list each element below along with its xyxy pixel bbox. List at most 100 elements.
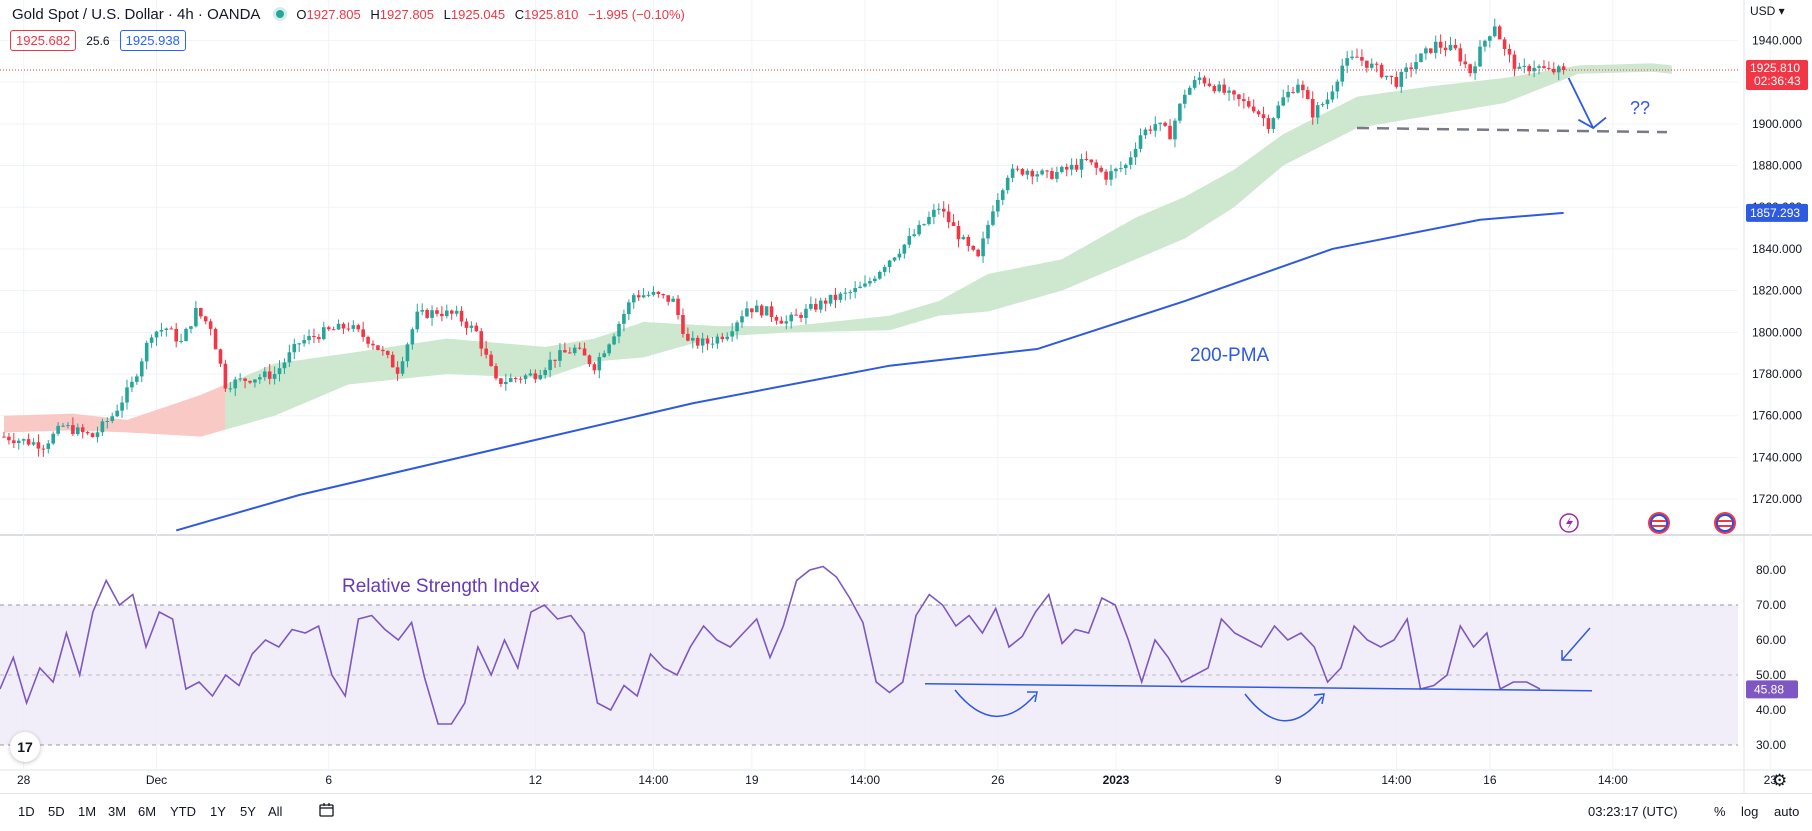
candle-body	[1246, 101, 1251, 107]
ohlc-low: 1925.045	[450, 6, 506, 22]
candle-body	[996, 199, 1000, 212]
dividend-event-icon[interactable]	[1559, 513, 1579, 533]
candle-body	[258, 377, 262, 380]
candle-body	[804, 308, 808, 318]
candle-body	[941, 208, 946, 212]
candle-body	[1281, 97, 1285, 106]
candle-body	[976, 249, 980, 257]
candle-body	[194, 308, 198, 327]
candle-body	[1320, 104, 1325, 106]
timeframe-1y-button[interactable]: 1Y	[210, 804, 226, 819]
candle-body	[292, 343, 297, 353]
candle-body	[779, 320, 784, 324]
candle-body	[1537, 66, 1541, 68]
candle-body	[1483, 40, 1487, 47]
candle-body	[671, 298, 675, 302]
candle-body	[1099, 167, 1103, 172]
candle-body	[120, 402, 124, 411]
settings-gear-icon[interactable]: ⚙	[1772, 771, 1787, 791]
candle-body	[636, 295, 641, 298]
date-range-icon[interactable]	[318, 802, 336, 818]
candle-body	[1064, 166, 1069, 170]
candle-body	[533, 373, 538, 380]
candle-body	[750, 308, 754, 313]
timeframe-6m-button[interactable]: 6M	[138, 804, 157, 819]
candle-body	[12, 440, 16, 444]
candle-body	[686, 333, 690, 341]
candle-body	[346, 328, 351, 330]
candle-body	[1030, 170, 1035, 177]
candle-body	[130, 381, 134, 388]
rsi-tick-label: 60.00	[1756, 633, 1786, 647]
candle-body	[1143, 129, 1148, 136]
auto-scale-toggle[interactable]: auto	[1774, 804, 1800, 819]
symbol-title[interactable]: Gold Spot / U.S. Dollar · 4h · OANDA	[12, 5, 261, 23]
candle-body	[464, 321, 469, 328]
candle-body	[1438, 41, 1443, 48]
log-scale-toggle[interactable]: log	[1741, 804, 1759, 819]
candle-body	[1040, 170, 1044, 175]
market-status-dot	[276, 10, 285, 18]
price-tick-label: 1880.000	[1752, 159, 1802, 173]
timeframe-ytd-button[interactable]: YTD	[170, 804, 196, 819]
candle-body	[1266, 118, 1271, 129]
candle-body	[1310, 99, 1315, 118]
timeframe-1m-button[interactable]: 1M	[78, 804, 97, 819]
candle-body	[951, 222, 956, 226]
candle-body	[445, 310, 449, 317]
rsi-line	[0, 565, 1541, 725]
percent-scale-toggle[interactable]: %	[1714, 804, 1726, 819]
buy-button[interactable]: 1925.938	[119, 30, 186, 51]
rsi-background	[0, 604, 1738, 746]
candle-body	[1207, 83, 1212, 87]
rsi-diag-arrow-head	[1561, 650, 1572, 661]
time-tick-label: 19	[745, 773, 759, 787]
rsi-curve-arrow-head-2	[1313, 693, 1325, 705]
candle-body	[1325, 99, 1330, 105]
candle-body	[1399, 71, 1404, 87]
candle-body	[981, 238, 985, 257]
timeframe-5y-button[interactable]: 5Y	[240, 804, 256, 819]
candle-body	[322, 327, 326, 340]
time-axis[interactable]: 28 Dec 6 12 14:00 19 14:00 26 2023 9 14:00 16 14:00 2…	[17, 773, 1812, 787]
candle-body	[917, 224, 921, 235]
timeframe-all-button[interactable]: All	[268, 804, 283, 819]
candle-body	[695, 337, 700, 346]
rsi-axis[interactable]: 80.00 70.00 60.00 50.00 40.00 30.00 45.88	[1746, 563, 1798, 752]
event-markers[interactable]	[1559, 512, 1736, 534]
candle-body	[1552, 68, 1556, 73]
candle-body	[253, 379, 257, 383]
utc-clock[interactable]: 03:23:17 (UTC)	[1588, 804, 1678, 819]
candle-body	[135, 376, 139, 382]
currency-label[interactable]: USD ▾	[1750, 4, 1785, 18]
candle-body	[1369, 63, 1374, 68]
timeframe-5d-button[interactable]: 5D	[48, 804, 65, 819]
candle-body	[277, 368, 282, 375]
rsi-curve-arrow-2	[1244, 693, 1323, 722]
candle-body	[1532, 67, 1536, 72]
candle-body	[607, 344, 611, 354]
price-tick-label: 1940.000	[1752, 33, 1802, 47]
us-flag-event-icon[interactable]	[1714, 512, 1736, 534]
tradingview-logo-icon[interactable]: 17	[10, 732, 40, 762]
candle-body	[912, 234, 916, 237]
time-tick-label: 28	[17, 773, 31, 787]
candle-body	[1128, 157, 1133, 165]
candle-body	[1433, 41, 1438, 53]
candle-body	[479, 331, 484, 349]
candle-body	[46, 443, 51, 449]
candle-body	[228, 388, 233, 390]
candle-body	[56, 425, 60, 434]
us-flag-event-icon[interactable]	[1648, 512, 1670, 534]
candle-body	[553, 359, 557, 361]
down-arrow-shaft	[1567, 77, 1594, 129]
timeframe-1d-button[interactable]: 1D	[18, 804, 35, 819]
candle-body	[199, 308, 203, 317]
candle-body	[405, 344, 410, 362]
candle-body	[31, 442, 36, 445]
price-axis[interactable]: 1940.0001920.0001900.0001880.0001860.000…	[1746, 33, 1808, 506]
candle-body	[1227, 90, 1231, 93]
timeframe-3m-button[interactable]: 3M	[108, 804, 127, 819]
sell-button[interactable]: 1925.682	[10, 30, 77, 51]
